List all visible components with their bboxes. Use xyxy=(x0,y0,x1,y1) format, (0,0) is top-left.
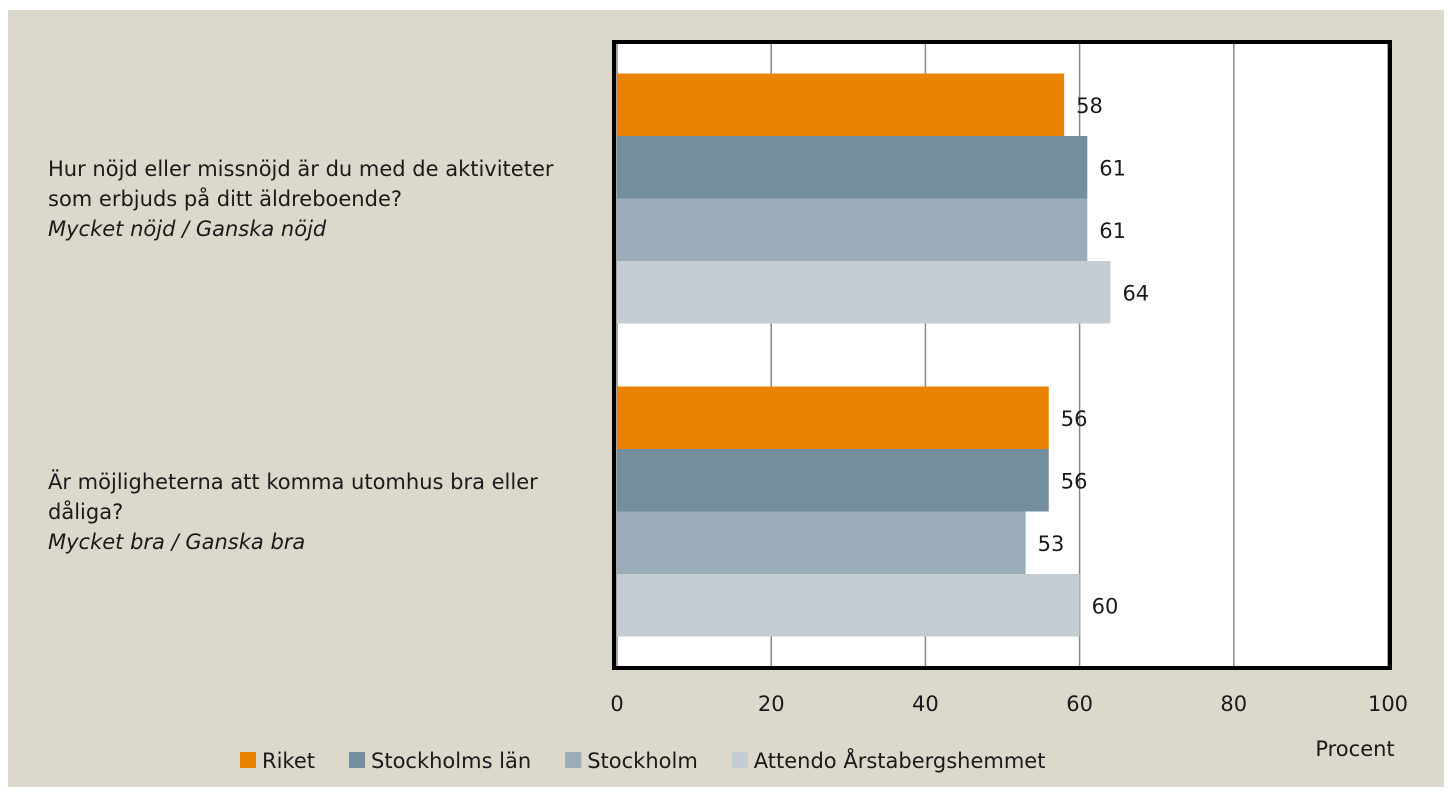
legend-swatch xyxy=(349,752,365,768)
bar xyxy=(617,198,1088,261)
category-label: Är möjligheterna att komma utomhus bra e… xyxy=(48,355,588,668)
category-label-box: Är möjligheterna att komma utomhus bra e… xyxy=(48,355,588,668)
bar xyxy=(617,449,1049,512)
bar xyxy=(617,574,1080,637)
legend-label: Attendo Årstabergshemmet xyxy=(754,747,1046,773)
category-text: Är möjligheterna att komma utomhus bra e… xyxy=(48,469,538,524)
x-tick-label: 20 xyxy=(758,692,785,716)
value-label: 58 xyxy=(1076,94,1103,118)
bar xyxy=(617,261,1111,324)
x-tick-label: 40 xyxy=(912,692,939,716)
legend-swatch xyxy=(240,752,256,768)
category-text: Hur nöjd eller missnöjd är du med de akt… xyxy=(48,156,554,211)
legend-label: Riket xyxy=(262,749,315,773)
x-tick-label: 0 xyxy=(610,692,623,716)
value-label: 56 xyxy=(1061,469,1088,493)
legend-swatch xyxy=(565,752,582,768)
bar xyxy=(617,386,1049,449)
legend-swatch xyxy=(731,752,748,768)
value-label: 61 xyxy=(1099,219,1126,243)
category-label: Hur nöjd eller missnöjd är du med de akt… xyxy=(48,42,588,355)
x-tick-label: 100 xyxy=(1368,692,1408,716)
value-label: 60 xyxy=(1092,594,1119,618)
bar xyxy=(617,73,1065,136)
category-note: Mycket nöjd / Ganska nöjd xyxy=(48,216,327,241)
value-label: 61 xyxy=(1099,156,1126,180)
bar xyxy=(617,136,1088,199)
bar xyxy=(617,511,1026,574)
x-tick-label: 80 xyxy=(1220,692,1247,716)
category-note: Mycket bra / Ganska bra xyxy=(48,529,306,554)
legend-label: Stockholm xyxy=(587,749,698,773)
category-label-box: Hur nöjd eller missnöjd är du med de akt… xyxy=(48,42,588,355)
value-label: 56 xyxy=(1061,407,1088,431)
plot-border xyxy=(612,40,1392,670)
value-label: 64 xyxy=(1122,281,1149,305)
x-axis-label: Procent xyxy=(1315,737,1394,761)
x-tick-label: 60 xyxy=(1066,692,1093,716)
legend-label: Stockholms län xyxy=(371,749,531,773)
value-label: 53 xyxy=(1038,532,1065,556)
